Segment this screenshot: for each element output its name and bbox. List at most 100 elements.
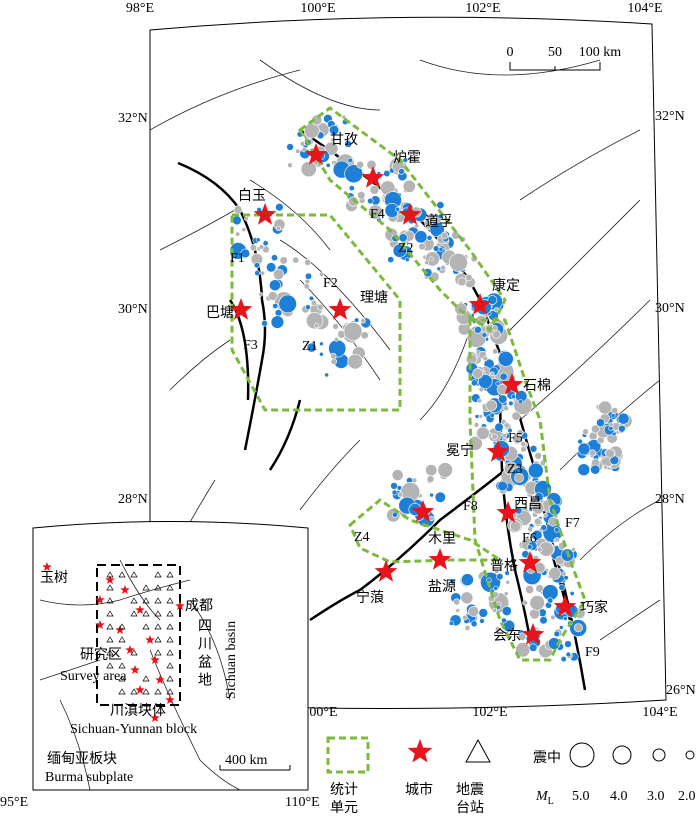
epicenter <box>565 651 572 658</box>
city-star <box>120 585 130 594</box>
epicenter <box>465 274 473 282</box>
epicenter <box>477 398 483 404</box>
epicenter <box>356 160 365 169</box>
epicenter <box>344 139 352 148</box>
epicenter <box>598 400 612 415</box>
epicenter <box>428 515 435 522</box>
station <box>106 610 114 617</box>
city-label: 宁蒗 <box>356 589 384 606</box>
epicenter <box>492 348 499 355</box>
fault-label: F8 <box>463 499 478 514</box>
epicenter <box>577 463 591 477</box>
city-label: 康定 <box>492 277 520 294</box>
city-star <box>165 695 175 704</box>
station <box>142 597 150 604</box>
epicenter <box>497 350 514 367</box>
epicenter <box>504 570 510 576</box>
epicenter <box>582 428 589 435</box>
epicenter <box>455 608 461 613</box>
epicenter <box>300 161 317 178</box>
legend-label: 台站 <box>456 800 484 816</box>
epicenter <box>591 424 600 434</box>
epicenter <box>529 595 545 611</box>
epicenter <box>473 421 480 428</box>
epicenter <box>332 323 339 330</box>
station <box>106 649 114 656</box>
epicenter <box>617 412 630 425</box>
legend-label: 地震 <box>456 782 484 798</box>
epicenter <box>241 227 247 232</box>
city-star <box>42 562 52 571</box>
inset-label: Sichuan basin <box>224 621 239 699</box>
epicenter <box>319 351 324 357</box>
epicenter <box>448 620 455 626</box>
city-star <box>496 501 520 523</box>
epicenter <box>329 125 340 136</box>
epicenter <box>611 406 619 414</box>
lon-label: 102°E <box>472 705 507 720</box>
epicenter <box>553 526 560 533</box>
inset-label: 成都 <box>185 598 213 614</box>
city-star <box>229 298 253 320</box>
fault-label: F6 <box>522 531 537 546</box>
station <box>154 571 162 578</box>
epicenter <box>571 547 576 552</box>
epicenter <box>425 464 438 477</box>
epicenter <box>449 578 456 585</box>
epicenter <box>325 162 331 168</box>
city-star <box>95 595 105 604</box>
city-star <box>150 713 160 722</box>
epicenter <box>536 546 543 553</box>
epicenter <box>270 315 285 329</box>
epicenter <box>314 322 320 328</box>
city-label: 盐源 <box>428 579 456 595</box>
epicenter <box>531 501 545 515</box>
epicenter <box>503 405 509 412</box>
epicenter <box>497 480 508 492</box>
size-label: 2.0 <box>678 789 696 804</box>
epicenter <box>383 169 391 178</box>
epicenter <box>299 141 306 147</box>
city-label: 西昌 <box>514 496 542 512</box>
epicenter <box>387 256 395 264</box>
epicenter <box>273 268 285 280</box>
city-label: 巴塘 <box>206 305 234 321</box>
epicenter <box>279 256 288 265</box>
station <box>154 623 162 630</box>
epicenter <box>287 162 293 168</box>
epicenter <box>428 256 434 262</box>
city-star <box>411 500 435 522</box>
legend-label: 单元 <box>330 800 358 816</box>
city-star <box>521 623 545 645</box>
epicenter <box>303 283 310 290</box>
epicenter <box>424 260 430 265</box>
scale-label: 100 km <box>579 45 622 60</box>
epicenter <box>429 492 434 498</box>
epicenter <box>304 259 312 266</box>
epicenter <box>503 591 509 596</box>
epicenter <box>330 137 336 143</box>
inset-label: 400 km <box>225 753 268 768</box>
epicenter <box>516 429 524 436</box>
epicenter <box>360 318 366 324</box>
epicenter <box>460 591 474 605</box>
epicenter <box>534 452 543 460</box>
epicenter <box>426 475 435 483</box>
epicenter <box>477 374 493 389</box>
epicenter <box>275 203 284 212</box>
epicenter <box>531 529 543 541</box>
inset-map <box>32 521 309 791</box>
lon-label: 98°E <box>126 1 154 16</box>
station <box>154 584 162 591</box>
epicenter <box>418 242 426 251</box>
city-star <box>486 440 510 462</box>
epicenter <box>394 206 400 212</box>
station <box>166 571 174 578</box>
lon-label: 104°E <box>627 1 662 16</box>
legend-label: 城市 <box>405 781 433 798</box>
epicenter <box>527 526 534 532</box>
fault-label: F4 <box>370 207 385 222</box>
zone-label: Z1 <box>302 339 318 354</box>
